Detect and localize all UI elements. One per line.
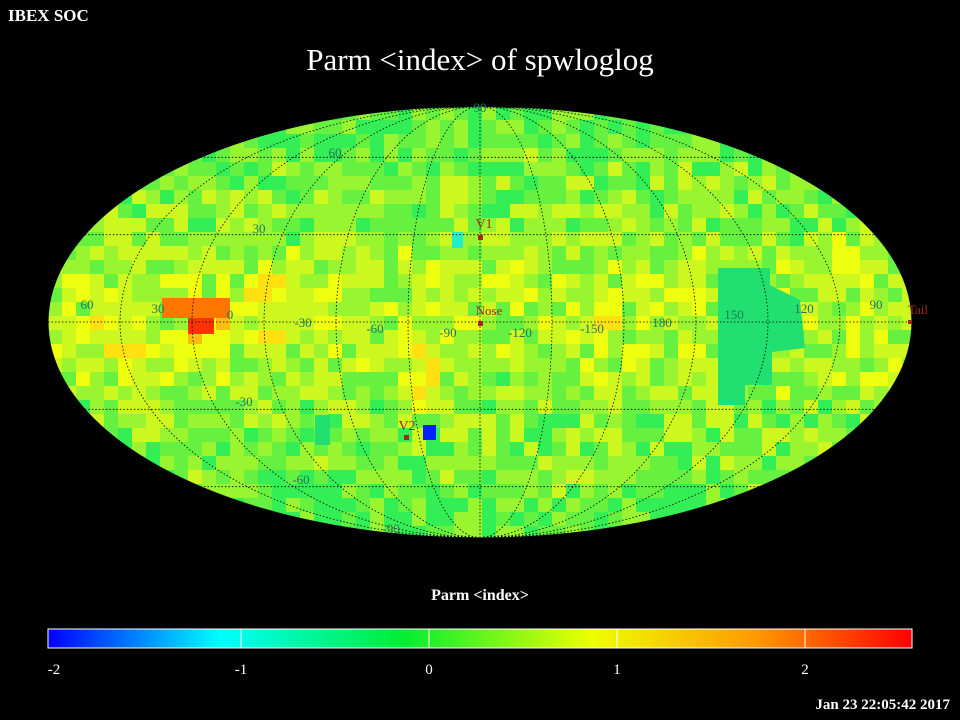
map-title: Parm <index> of spwloglog <box>306 42 654 77</box>
lat-label-neg60: -60 <box>292 472 309 487</box>
marker-label-v1: V1 <box>475 217 492 232</box>
lon-label-90: 90 <box>870 297 883 312</box>
timestamp: Jan 23 22:05:42 2017 <box>815 697 950 713</box>
lon-label-60: 60 <box>81 297 94 312</box>
marker-tail: Tail <box>908 302 928 324</box>
lon-label-neg60: -60 <box>366 321 383 336</box>
sky-map: 90 60 30 -30 -60 -90 60 30 0 -30 -60 -90… <box>47 100 928 539</box>
colorbar-title: Parm <index> <box>431 587 529 604</box>
colorbar-tick-2: 2 <box>801 662 809 678</box>
lon-label-150: 150 <box>724 307 744 322</box>
lon-label-120: 120 <box>794 301 814 316</box>
colorbar-tick-neg1: -1 <box>235 662 248 678</box>
lon-label-neg30: -30 <box>294 315 311 330</box>
lon-label-180: 180 <box>652 315 672 330</box>
marker-label-tail: Tail <box>908 302 928 317</box>
lat-label-neg90: -90 <box>382 521 399 536</box>
marker-label-nose: Nose <box>476 303 503 318</box>
lat-label-90: 90 <box>474 100 487 115</box>
lat-label-neg30: -30 <box>235 394 252 409</box>
lon-label-neg150: -150 <box>580 321 604 336</box>
marker-label-v2: V2 <box>398 419 415 434</box>
colorbar-tick-0: 0 <box>425 662 433 678</box>
lon-label-neg90: -90 <box>439 325 456 340</box>
org-label: IBEX SOC <box>8 6 89 25</box>
map-fill <box>48 106 912 538</box>
marker-nose: Nose <box>476 303 503 326</box>
marker-v1: V1 <box>475 217 493 240</box>
colorbar-gradient <box>47 628 913 649</box>
lat-label-60: 60 <box>329 145 342 160</box>
map-pixels <box>48 106 912 538</box>
colorbar-tick-neg2: -2 <box>48 662 61 678</box>
colorbar: -2 -1 0 1 2 <box>47 628 913 678</box>
marker-v2: V2 <box>398 419 416 440</box>
lon-label-30: 30 <box>152 301 165 316</box>
lat-label-30: 30 <box>253 221 266 236</box>
lon-label-neg120: -120 <box>508 325 532 340</box>
colorbar-tick-1: 1 <box>613 662 621 678</box>
lon-label-0: 0 <box>227 307 234 322</box>
